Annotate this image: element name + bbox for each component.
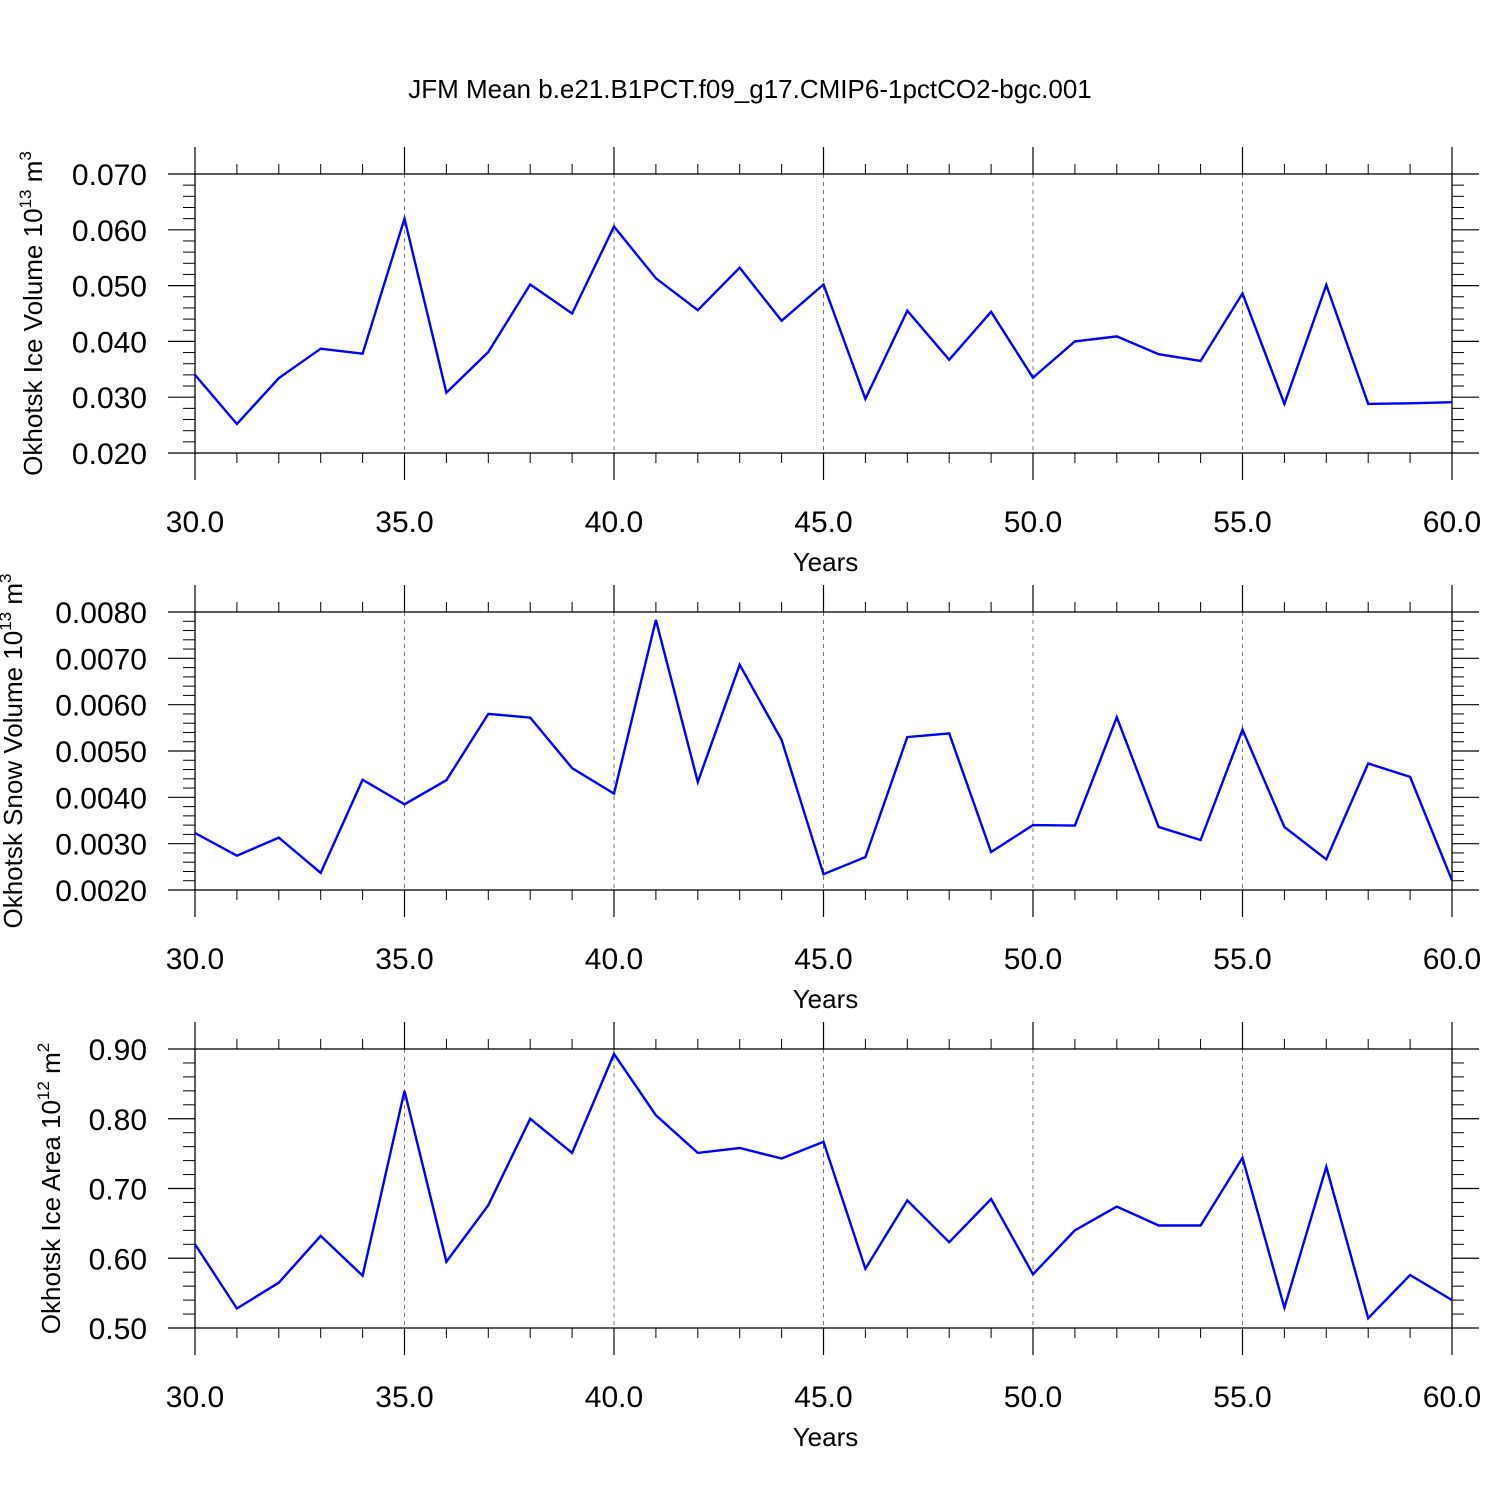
x-axis-label: Years	[793, 1422, 859, 1452]
y-tick-label: 0.070	[72, 159, 147, 192]
panels: 30.0 35.0 40.0 45.0 50.0 55.0 60.0 0.020 0.030 0.…	[0, 147, 1481, 1452]
y-tick-label: 0.90	[89, 1034, 147, 1067]
x-axis-label: Years	[793, 984, 859, 1014]
y-axis-label-text: Okhotsk Ice Area 10	[36, 1100, 66, 1334]
y-tick-label: 0.0070	[55, 643, 147, 676]
y-tick-label: 0.0040	[55, 782, 147, 815]
y-axis-label-exponent: 13	[16, 190, 35, 209]
x-tick-label: 35.0	[375, 1381, 433, 1414]
x-tick-label: 35.0	[375, 506, 433, 539]
y-axis-label-text: Okhotsk Ice Volume 10	[18, 208, 48, 475]
x-tick-label: 45.0	[794, 1381, 852, 1414]
x-tick-label: 30.0	[166, 506, 224, 539]
x-tick-label: 55.0	[1213, 506, 1271, 539]
y-axis-label: Okhotsk Snow Volume 1013 m3	[0, 574, 28, 929]
y-axis-label-unit: m	[0, 583, 28, 612]
y-tick-label: 0.040	[72, 326, 147, 359]
y-axis-label-unit: m	[36, 1052, 66, 1081]
chart-panel-1: 30.0 35.0 40.0 45.0 50.0 55.0 60.0 0.020 0.030 0.…	[16, 147, 1481, 577]
y-axis-label-exponent: 13	[0, 612, 15, 631]
y-axis-label-unit-exponent: 2	[34, 1043, 53, 1052]
x-tick-label: 45.0	[794, 943, 852, 976]
plot-frame	[194, 1048, 1453, 1329]
y-axis-label: Okhotsk Ice Area 1012 m2	[34, 1043, 66, 1334]
y-axis-label-unit-exponent: 3	[16, 151, 35, 160]
y-tick-label: 0.80	[89, 1104, 147, 1137]
x-tick-label: 30.0	[166, 1381, 224, 1414]
x-tick-label: 30.0	[166, 943, 224, 976]
y-tick-label: 0.0060	[55, 690, 147, 723]
y-tick-label: 0.060	[72, 215, 147, 248]
chart-panel-2: 30.0 35.0 40.0 45.0 50.0 55.0 60.0 0.0020 0.0030…	[0, 574, 1481, 1015]
x-tick-label: 40.0	[585, 506, 643, 539]
x-tick-label: 60.0	[1423, 506, 1481, 539]
y-tick-label: 0.030	[72, 382, 147, 415]
x-tick-label: 35.0	[375, 943, 433, 976]
y-axis-label: Okhotsk Ice Volume 1013 m3	[16, 151, 48, 476]
y-tick-label: 0.0030	[55, 829, 147, 862]
series-line	[194, 619, 1454, 881]
y-tick-label: 0.50	[89, 1313, 147, 1346]
y-tick-label: 0.0080	[55, 597, 147, 630]
chart-panel-3: 30.0 35.0 40.0 45.0 50.0 55.0 60.0 0.50 0.60 0.70…	[34, 1022, 1481, 1452]
series-line	[193, 1051, 1453, 1321]
x-axis-label: Years	[793, 547, 859, 577]
y-axis-label-text: Okhotsk Snow Volume 10	[0, 631, 28, 929]
y-axis-label-unit-exponent: 3	[0, 574, 15, 583]
y-tick-label: 0.0050	[55, 736, 147, 769]
y-tick-label: 0.020	[72, 438, 147, 471]
x-tick-label: 50.0	[1004, 506, 1062, 539]
y-tick-label: 0.70	[89, 1174, 147, 1207]
x-tick-label: 45.0	[794, 506, 852, 539]
x-tick-label: 55.0	[1213, 943, 1271, 976]
x-tick-label: 60.0	[1423, 1381, 1481, 1414]
series-line	[194, 214, 1453, 426]
y-tick-label: 0.050	[72, 271, 147, 304]
plot-frame	[194, 611, 1453, 891]
y-tick-label: 0.0020	[55, 875, 147, 908]
figure-title: JFM Mean b.e21.B1PCT.f09_g17.CMIP6-1pctC…	[408, 74, 1092, 104]
y-axis-label-unit: m	[18, 161, 48, 190]
x-tick-label: 40.0	[585, 1381, 643, 1414]
y-axis-label-exponent: 12	[34, 1081, 53, 1100]
plot-frame	[194, 173, 1453, 454]
x-tick-label: 50.0	[1004, 1381, 1062, 1414]
x-tick-label: 60.0	[1423, 943, 1481, 976]
y-tick-label: 0.60	[89, 1243, 147, 1276]
x-tick-label: 50.0	[1004, 943, 1062, 976]
x-tick-label: 40.0	[585, 943, 643, 976]
x-tick-label: 55.0	[1213, 1381, 1271, 1414]
